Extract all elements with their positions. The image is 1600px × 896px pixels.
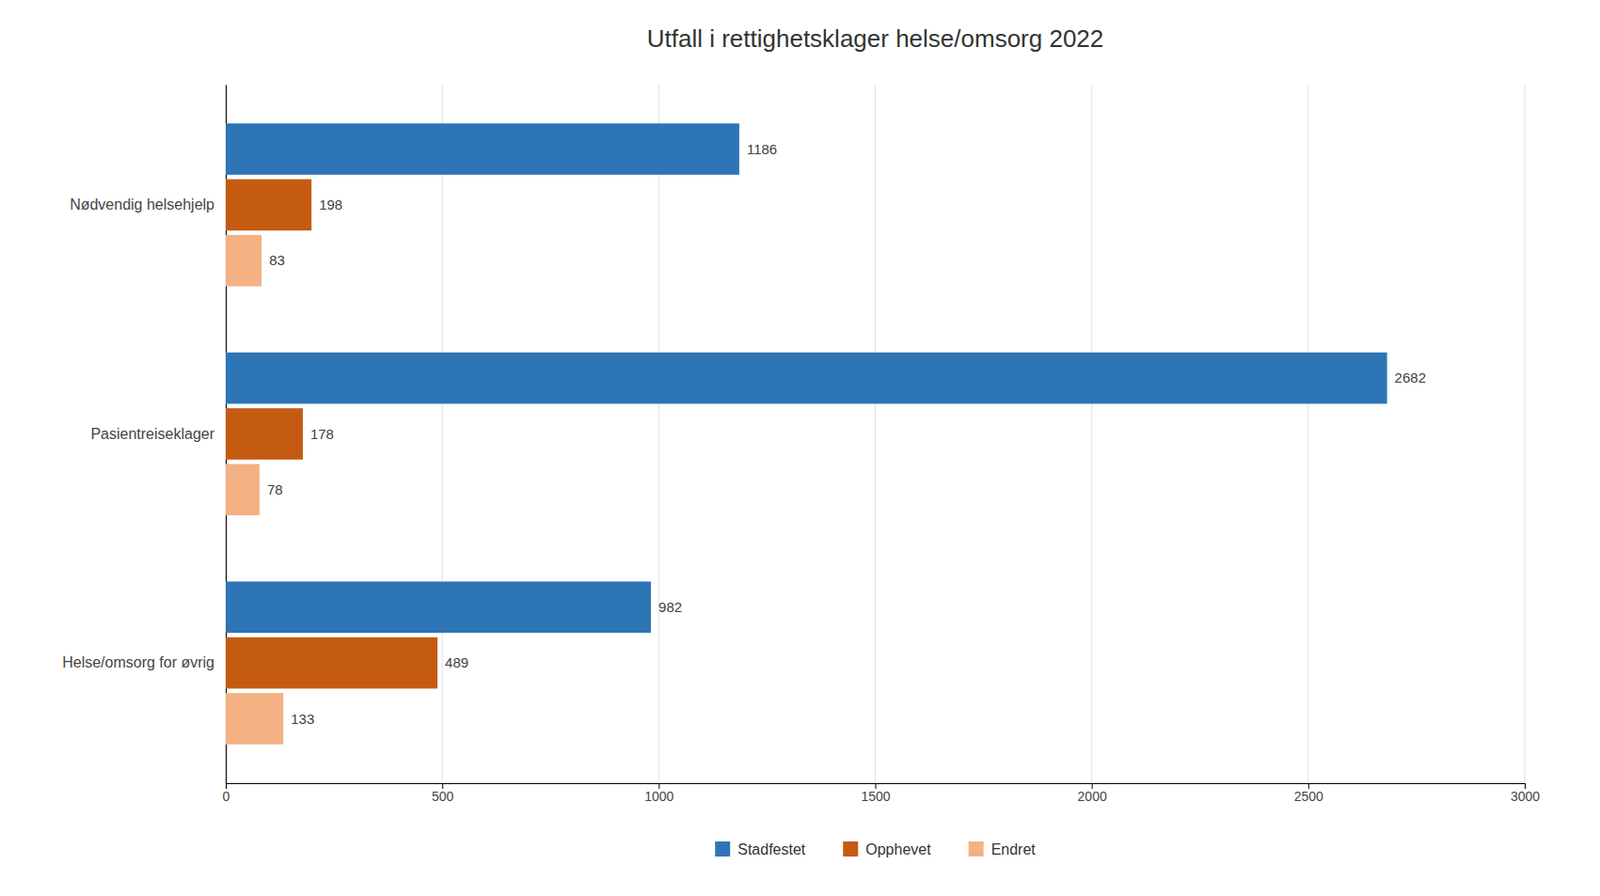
legend-label: Endret bbox=[991, 841, 1037, 858]
tick-label: 1000 bbox=[644, 789, 674, 805]
x-tick: 500 bbox=[431, 783, 455, 805]
bar-series bbox=[225, 123, 1388, 634]
data-label: 2682 bbox=[1394, 369, 1426, 386]
bar-series bbox=[225, 179, 438, 690]
data-label: 489 bbox=[444, 654, 469, 671]
tick-label: 1500 bbox=[860, 789, 890, 805]
tick-label: Pasientreiseklager bbox=[90, 426, 215, 443]
tick-label: Helse/omsorg for øvrig bbox=[62, 654, 215, 671]
bar bbox=[225, 235, 262, 287]
grid-line bbox=[658, 84, 660, 784]
x-tick: 2500 bbox=[1294, 783, 1324, 805]
x-tick: 1500 bbox=[860, 783, 890, 805]
bar bbox=[225, 408, 303, 460]
title: Utfall i rettighetsklager helse/omsorg 2… bbox=[647, 24, 1105, 53]
data-label: 1186 bbox=[746, 141, 777, 158]
bar bbox=[225, 464, 260, 517]
bar bbox=[225, 581, 651, 634]
y-tick: Nødvendig helsehjelp bbox=[69, 196, 215, 213]
chart-container: 0 500 1000 1500 2000 2500 3000 Nødvendig helseh… bbox=[0, 0, 1600, 896]
y-tick: Pasientreiseklager bbox=[90, 426, 215, 443]
legend-label: Opphevet bbox=[865, 841, 932, 858]
x-tick: 0 bbox=[222, 783, 231, 805]
grid-line bbox=[1524, 84, 1526, 784]
data-label: 178 bbox=[310, 426, 334, 443]
legend-swatch bbox=[714, 841, 730, 857]
bar bbox=[225, 637, 438, 690]
data-labels: 1186 2682 982 198 178 489 83 78 133 bbox=[267, 141, 1426, 728]
chart: 0 500 1000 1500 2000 2500 3000 Nødvendig helseh… bbox=[0, 0, 1600, 896]
legend-label: Stadfestet bbox=[737, 841, 807, 858]
x-tick: 1000 bbox=[644, 783, 674, 805]
data-label: 78 bbox=[267, 481, 284, 498]
legend-swatch bbox=[842, 841, 858, 857]
tick-label: 2500 bbox=[1294, 789, 1324, 805]
legend-swatch bbox=[968, 841, 984, 857]
x-tick: 2000 bbox=[1077, 783, 1108, 805]
data-label: 198 bbox=[318, 196, 343, 213]
legend-item: Stadfestet bbox=[714, 841, 807, 858]
y-axis: Nødvendig helsehjelp Pasientreiseklager He… bbox=[62, 85, 226, 785]
grid bbox=[225, 84, 1525, 784]
tick-label: 2000 bbox=[1077, 789, 1108, 805]
bar bbox=[225, 352, 1388, 405]
x-axis: 0 500 1000 1500 2000 2500 3000 bbox=[222, 783, 1541, 805]
tick-label: 0 bbox=[222, 789, 231, 805]
grid-line bbox=[1307, 84, 1309, 784]
tick-label: Nødvendig helsehjelp bbox=[69, 196, 215, 213]
y-tick: Helse/omsorg for øvrig bbox=[62, 654, 215, 671]
bar-series bbox=[225, 235, 284, 745]
bar bbox=[225, 693, 284, 745]
plot-area: 0 500 1000 1500 2000 2500 3000 Nødvendig helseh… bbox=[62, 84, 1540, 805]
legend-item: Opphevet bbox=[842, 841, 932, 858]
data-label: 982 bbox=[658, 599, 682, 616]
bars bbox=[225, 123, 1388, 745]
grid-line bbox=[442, 84, 444, 784]
grid-line bbox=[874, 84, 876, 784]
legend-item: Endret bbox=[968, 841, 1037, 858]
legend: Stadfestet Opphevet Endret bbox=[714, 841, 1036, 858]
x-tick: 3000 bbox=[1510, 783, 1540, 805]
bar bbox=[225, 123, 740, 175]
tick-label: 3000 bbox=[1510, 789, 1540, 805]
data-label: 83 bbox=[269, 252, 286, 269]
grid-line bbox=[1091, 84, 1093, 784]
bar bbox=[225, 179, 312, 232]
data-label: 133 bbox=[290, 711, 315, 728]
tick-label: 500 bbox=[431, 789, 455, 805]
